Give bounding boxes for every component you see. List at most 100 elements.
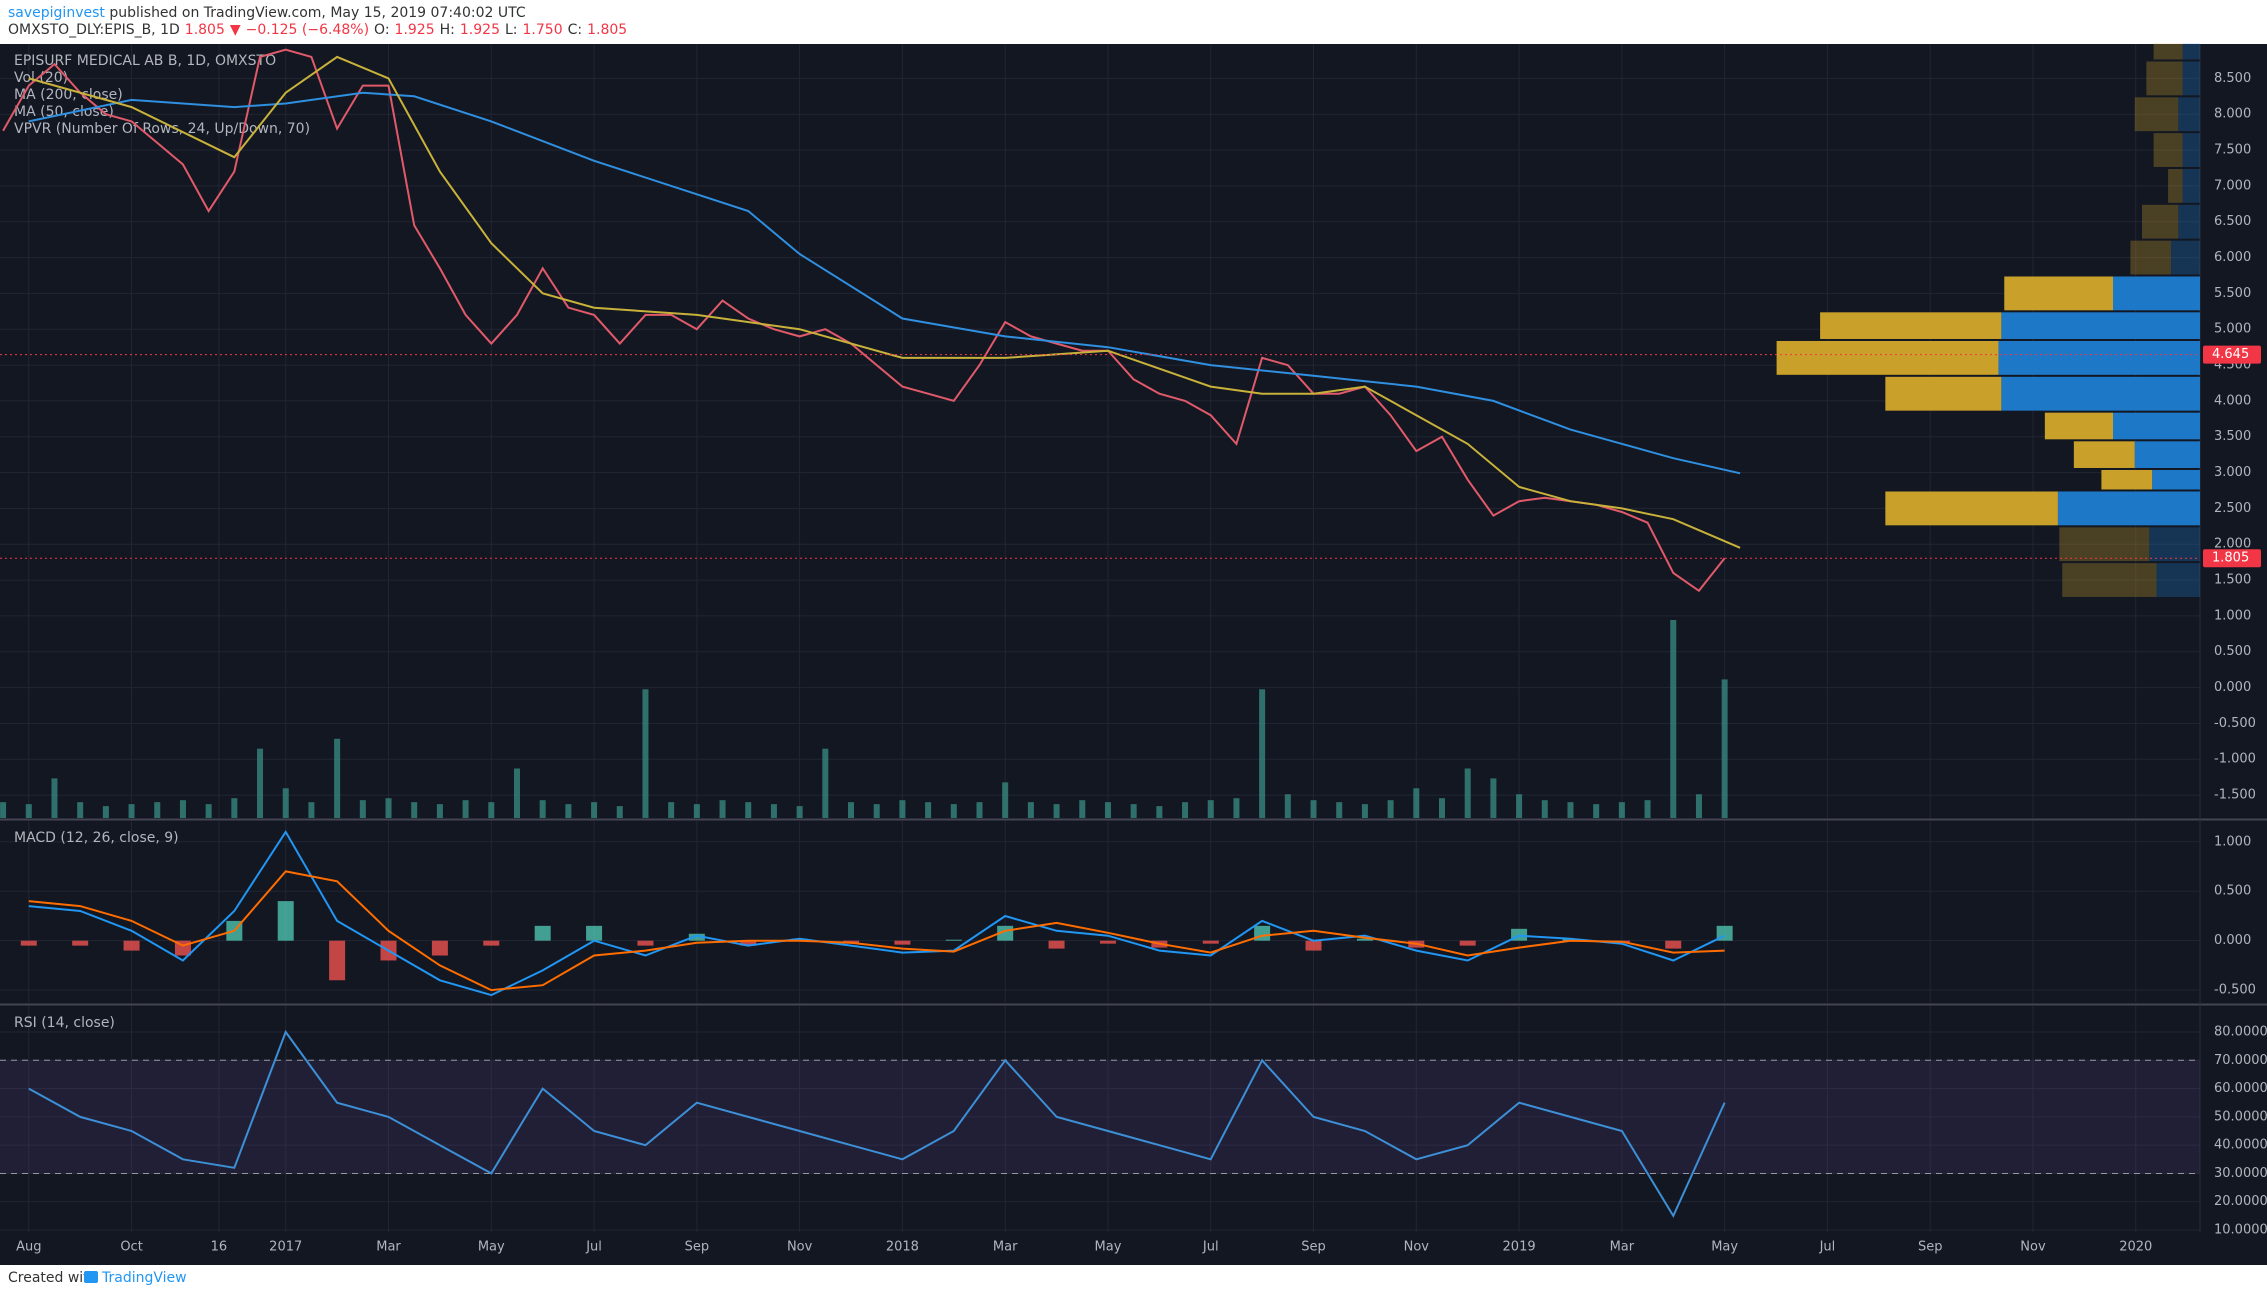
vpvr-up xyxy=(2182,168,2200,203)
vpvr-down xyxy=(1820,312,2002,339)
x-tick-label: Nov xyxy=(787,1240,813,1255)
macd-hist-bar xyxy=(431,940,448,956)
symbol-part: 1.925 xyxy=(460,22,500,38)
y-tick-label: 40.0000 xyxy=(2214,1138,2267,1153)
volume-bar xyxy=(1361,804,1368,818)
y-tick-label: 8.500 xyxy=(2214,71,2251,86)
legend-text: RSI (14, close) xyxy=(14,1015,115,1031)
legend-text: Vol (20) xyxy=(14,70,68,86)
x-tick-label: Mar xyxy=(1610,1240,1635,1255)
volume-bar xyxy=(693,804,700,818)
volume-bar xyxy=(179,800,186,818)
vpvr-up xyxy=(2156,563,2200,597)
x-tick-label: Jul xyxy=(585,1240,602,1255)
volume-bar xyxy=(668,802,675,818)
macd-hist-bar xyxy=(1665,940,1682,949)
x-tick-label: Nov xyxy=(1404,1240,1430,1255)
y-tick-label: -1.500 xyxy=(2214,788,2256,803)
volume-bar xyxy=(1259,689,1266,818)
vpvr-down xyxy=(2146,61,2183,96)
symbol-line: OMXSTO_DLY:EPIS_B, 1D 1.805 ▼ −0.125 (−6.48… xyxy=(8,22,627,38)
macd-hist-bar xyxy=(1202,940,1219,944)
vpvr-up xyxy=(2149,527,2200,562)
vpvr-down xyxy=(1885,491,2058,526)
vpvr-up xyxy=(2001,312,2200,339)
x-tick-label: May xyxy=(478,1240,505,1255)
volume-bar xyxy=(0,802,7,818)
volume-bar xyxy=(1618,802,1625,818)
macd-hist-bar xyxy=(483,940,500,946)
vpvr-up xyxy=(2178,97,2200,132)
macd-hist-bar xyxy=(1305,940,1322,951)
vpvr-down xyxy=(2004,276,2113,311)
volume-bar xyxy=(950,804,957,818)
macd-hist-bar xyxy=(688,933,705,941)
x-tick-label: Jul xyxy=(1202,1240,1219,1255)
x-tick-label: 2018 xyxy=(886,1240,919,1255)
volume-bar xyxy=(616,806,623,818)
volume-bar xyxy=(308,802,315,818)
y-tick-label: 10.0000 xyxy=(2214,1223,2267,1238)
volume-bar xyxy=(205,804,212,818)
volume-bar xyxy=(334,738,341,818)
vpvr-up xyxy=(2134,441,2200,468)
y-tick-label: -0.500 xyxy=(2214,716,2256,731)
volume-bar xyxy=(796,806,803,818)
x-tick-label: Sep xyxy=(1301,1240,1326,1255)
x-tick-label: Mar xyxy=(376,1240,401,1255)
macd-hist-bar xyxy=(72,940,89,946)
volume-bar xyxy=(1695,794,1702,818)
volume-bar xyxy=(899,800,906,818)
macd-hist-bar xyxy=(945,939,962,941)
volume-bar xyxy=(925,802,932,818)
volume-bar xyxy=(1182,802,1189,818)
macd-hist-bar xyxy=(329,940,346,981)
vpvr-down xyxy=(2142,204,2179,239)
price-tag xyxy=(2203,549,2261,568)
y-tick-label: 4.000 xyxy=(2214,393,2251,408)
macd-hist-bar xyxy=(1459,940,1476,946)
price-tag-label: 4.645 xyxy=(2212,347,2249,362)
symbol-part: 1.925 xyxy=(395,22,435,38)
volume-bar xyxy=(488,802,495,818)
volume-bar xyxy=(1387,800,1394,818)
macd-hist-bar xyxy=(20,940,37,946)
y-tick-label: 0.500 xyxy=(2214,884,2251,899)
volume-bar xyxy=(1002,782,1009,818)
volume-bar xyxy=(25,804,32,818)
brand: TradingView xyxy=(101,1270,187,1286)
volume-bar xyxy=(976,802,983,818)
volume-bar xyxy=(257,748,264,818)
series-line xyxy=(28,55,1741,549)
y-tick-label: 2.000 xyxy=(2214,537,2251,552)
volume-bar xyxy=(1438,798,1445,818)
volume-bar xyxy=(1567,802,1574,818)
volume-bar xyxy=(745,802,752,818)
volume-bar xyxy=(513,768,520,818)
legend-text: MACD (12, 26, close, 9) xyxy=(14,830,179,846)
volume-bar xyxy=(642,689,649,818)
series-line xyxy=(2,48,1726,593)
x-tick-label: 2020 xyxy=(2119,1240,2152,1255)
vpvr-down xyxy=(1885,376,2002,411)
volume-bar xyxy=(770,804,777,818)
volume-bar xyxy=(1670,620,1677,818)
x-tick-label: Sep xyxy=(1918,1240,1943,1255)
macd-hist-bar xyxy=(740,940,757,946)
macd-hist-bar xyxy=(1356,938,1373,941)
x-tick-label: 2019 xyxy=(1503,1240,1536,1255)
volume-bar xyxy=(359,800,366,818)
vpvr-up xyxy=(2182,61,2200,96)
plot: 8.500 8.000 7.500 7.000 6.500 6.000 5.500 5.000… xyxy=(0,43,2267,1255)
volume-bar xyxy=(1207,800,1214,818)
symbol-part: O: xyxy=(374,22,390,38)
vpvr-down xyxy=(2044,412,2113,440)
volume-bar xyxy=(1413,788,1420,818)
volume-bar xyxy=(591,802,598,818)
vpvr-up xyxy=(2113,276,2200,311)
y-tick-label: 3.000 xyxy=(2214,465,2251,480)
macd-hist-bar xyxy=(894,940,911,945)
volume-bar xyxy=(1027,802,1034,818)
macd-hist-bar xyxy=(1099,940,1116,944)
y-tick-label: 60.0000 xyxy=(2214,1081,2267,1096)
